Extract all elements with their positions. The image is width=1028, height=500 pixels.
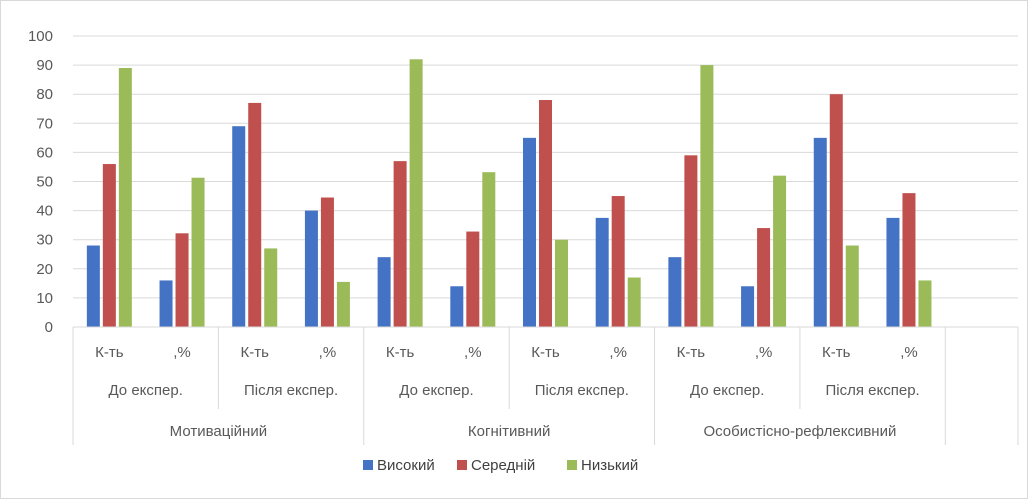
bar-Високий-9 bbox=[741, 286, 755, 327]
bar-Низький-7 bbox=[627, 277, 641, 327]
bar-Низький-3 bbox=[336, 281, 350, 327]
x-group-label: Після експер. bbox=[535, 382, 629, 399]
x-tick-label: К-ть bbox=[95, 344, 124, 361]
x-tick-label: К-ть bbox=[241, 344, 270, 361]
bar-Високий-5 bbox=[450, 286, 464, 327]
bar-Високий-1 bbox=[159, 280, 173, 327]
bar-Низький-2 bbox=[264, 248, 278, 327]
x-tick-label: К-ть bbox=[531, 344, 560, 361]
bar-Низький-5 bbox=[482, 172, 496, 327]
bar-Середній-5 bbox=[466, 231, 480, 327]
bar-Середній-7 bbox=[611, 196, 625, 327]
bar-Низький-8 bbox=[700, 65, 714, 327]
y-tick-label: 30 bbox=[36, 232, 53, 249]
bar-Середній-10 bbox=[829, 94, 843, 327]
x-tick-label: К-ть bbox=[386, 344, 415, 361]
x-supergroup-label: Мотиваційний bbox=[170, 423, 267, 440]
y-tick-label: 100 bbox=[28, 28, 53, 45]
y-tick-label: 60 bbox=[36, 144, 53, 161]
bar-Високий-6 bbox=[523, 137, 536, 327]
y-tick-label: 10 bbox=[36, 290, 53, 307]
bar-Високий-2 bbox=[232, 126, 246, 328]
bar-Середній-9 bbox=[757, 228, 771, 327]
x-tick-label: ,% bbox=[609, 344, 627, 361]
x-group-label: До експер. bbox=[399, 382, 473, 399]
bar-Середній-3 bbox=[320, 197, 334, 327]
bar-Високий-3 bbox=[304, 210, 318, 327]
x-tick-label: К-ть bbox=[822, 344, 851, 361]
y-tick-label: 0 bbox=[45, 319, 53, 336]
x-group-label: Після експер. bbox=[826, 382, 920, 399]
bar-Низький-4 bbox=[409, 59, 423, 327]
bar-Високий-7 bbox=[595, 217, 609, 327]
bar-Високий-0 bbox=[86, 245, 100, 327]
legend-swatch-0 bbox=[363, 460, 373, 470]
bars bbox=[86, 59, 932, 328]
y-tick-label: 70 bbox=[36, 115, 53, 132]
legend-swatch-2 bbox=[567, 460, 577, 470]
bar-Середній-0 bbox=[102, 164, 116, 327]
bar-Низький-10 bbox=[845, 245, 859, 327]
bar-Середній-1 bbox=[175, 233, 189, 327]
x-supergroup-label: Когнітивний bbox=[468, 423, 550, 440]
legend-label: Високий bbox=[377, 457, 435, 474]
bar-Низький-11 bbox=[918, 280, 932, 327]
bar-Низький-1 bbox=[191, 177, 205, 327]
x-group-label: Після експер. bbox=[244, 382, 338, 399]
x-group-label: До експер. bbox=[108, 382, 182, 399]
legend-label: Низький bbox=[581, 457, 638, 474]
legend: Високий Середній Низький bbox=[363, 457, 638, 474]
bar-Низький-0 bbox=[118, 68, 132, 327]
x-tick-label: ,% bbox=[900, 344, 918, 361]
bar-Високий-11 bbox=[886, 217, 900, 327]
y-tick-label: 80 bbox=[36, 86, 53, 103]
bar-Середній-11 bbox=[902, 193, 916, 327]
x-tick-label: ,% bbox=[173, 344, 191, 361]
x-tick-label: ,% bbox=[755, 344, 773, 361]
bar-Середній-6 bbox=[539, 100, 552, 328]
bar-Низький-9 bbox=[773, 175, 787, 327]
x-supergroup-label: Особистісно-рефлексивний bbox=[703, 423, 896, 440]
bar-Середній-2 bbox=[248, 102, 262, 328]
legend-swatch-1 bbox=[457, 460, 467, 470]
bar-Високий-8 bbox=[668, 257, 682, 327]
bar-Середній-8 bbox=[684, 155, 698, 327]
bar-Середній-4 bbox=[393, 161, 407, 327]
x-group-label: До експер. bbox=[690, 382, 764, 399]
bar-Високий-10 bbox=[813, 137, 827, 327]
legend-label: Середній bbox=[471, 457, 535, 474]
y-tick-label: 40 bbox=[36, 203, 53, 220]
x-tick-label: ,% bbox=[464, 344, 482, 361]
x-tick-label: ,% bbox=[319, 344, 337, 361]
bar-Низький-6 bbox=[555, 239, 568, 327]
axes: 0 10 20 30 40 50 60 70 80 90 100 К-ть,% К-ть,% К-ть,%… bbox=[28, 28, 1019, 445]
y-tick-label: 50 bbox=[36, 174, 53, 191]
bar-Високий-4 bbox=[377, 257, 391, 327]
y-tick-label: 20 bbox=[36, 261, 53, 278]
y-tick-label: 90 bbox=[36, 57, 53, 74]
x-tick-label: К-ть bbox=[677, 344, 706, 361]
